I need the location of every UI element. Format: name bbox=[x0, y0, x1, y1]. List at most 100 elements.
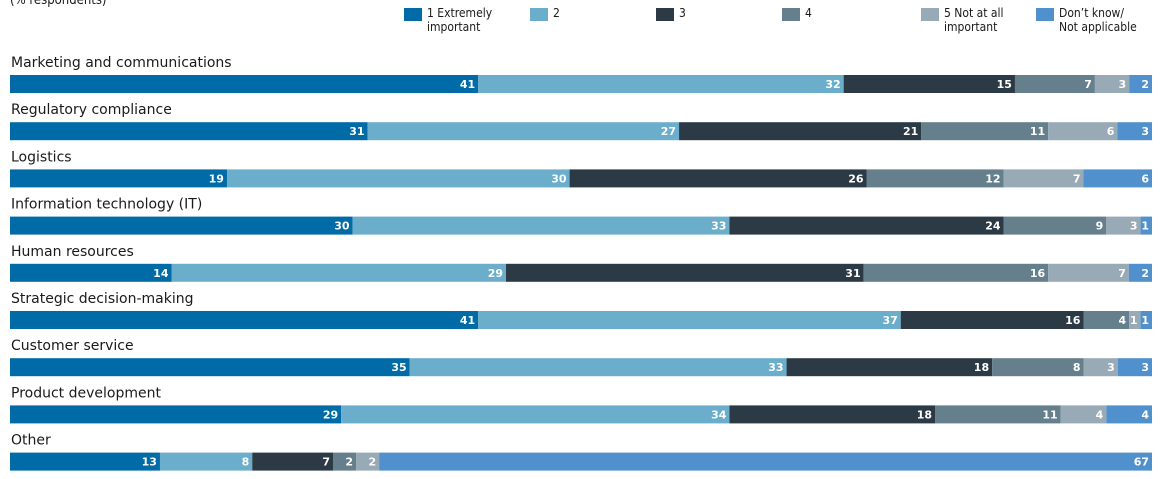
legend-label: 2 bbox=[553, 6, 560, 20]
category-label: Regulatory compliance bbox=[11, 102, 172, 118]
bar-segment bbox=[332, 452, 357, 471]
bar-segment bbox=[843, 75, 1015, 93]
chart-legend: 1 Extremely important 2 3 4 5 Not at all imp… bbox=[0, 6, 1162, 46]
legend-item: 1 Extremely important bbox=[404, 6, 492, 34]
bar-segment bbox=[1140, 311, 1152, 329]
bar-segment bbox=[367, 122, 680, 141]
chart-subtitle: (% respondents) bbox=[10, 0, 107, 8]
legend-swatch bbox=[530, 8, 548, 21]
value-label: 11 bbox=[1042, 408, 1057, 421]
bar-segment bbox=[10, 358, 410, 377]
value-label: 15 bbox=[997, 78, 1012, 91]
bar-segment bbox=[1117, 358, 1152, 377]
legend-item: Don’t know/ Not applicable bbox=[1036, 6, 1137, 34]
legend-label: Don’t know/ Not applicable bbox=[1059, 6, 1137, 34]
bar-segment bbox=[1003, 216, 1107, 235]
value-label: 7 bbox=[1084, 78, 1092, 91]
bar-segment bbox=[729, 216, 1004, 235]
bar-segment bbox=[171, 263, 507, 282]
bar-segment bbox=[863, 263, 1049, 282]
bar-segment bbox=[1048, 263, 1129, 282]
category-label: Customer service bbox=[11, 338, 134, 354]
bar-segment bbox=[921, 122, 1049, 141]
value-label: 8 bbox=[242, 456, 250, 469]
bar-segment bbox=[1003, 169, 1084, 188]
value-label: 21 bbox=[903, 125, 918, 138]
bar-segment bbox=[409, 358, 787, 377]
bar-segment bbox=[10, 405, 342, 424]
category-label: Logistics bbox=[11, 149, 72, 165]
value-label: 18 bbox=[917, 408, 932, 421]
bar-segment bbox=[1048, 122, 1118, 141]
value-label: 37 bbox=[882, 314, 897, 327]
bar-segment bbox=[1106, 216, 1141, 235]
value-label: 16 bbox=[1030, 267, 1046, 280]
value-label: 12 bbox=[985, 172, 1000, 185]
bar-segment bbox=[1129, 75, 1152, 93]
legend-item: 5 Not at all important bbox=[921, 6, 1004, 34]
value-label: 8 bbox=[1073, 361, 1081, 374]
bar-segment bbox=[10, 75, 479, 93]
value-label: 67 bbox=[1134, 456, 1149, 469]
legend-swatch bbox=[921, 8, 939, 21]
bar-segment bbox=[159, 452, 253, 471]
bar-segment bbox=[1060, 405, 1107, 424]
value-label: 41 bbox=[460, 314, 475, 327]
bar-segment bbox=[569, 169, 867, 188]
legend-swatch bbox=[1036, 8, 1054, 21]
value-label: 4 bbox=[1096, 408, 1104, 421]
value-label: 13 bbox=[142, 456, 157, 469]
value-label: 18 bbox=[974, 361, 989, 374]
legend-swatch bbox=[404, 8, 422, 21]
bar-segment bbox=[10, 452, 160, 471]
legend-label: 3 bbox=[679, 6, 686, 20]
category-label: Product development bbox=[11, 385, 161, 401]
value-label: 6 bbox=[1141, 172, 1149, 185]
value-label: 41 bbox=[460, 78, 475, 91]
bar-segment bbox=[1106, 405, 1152, 424]
bar-segment bbox=[10, 216, 353, 235]
value-label: 3 bbox=[1107, 361, 1115, 374]
bar-segment bbox=[1129, 311, 1141, 329]
value-label: 26 bbox=[848, 172, 864, 185]
value-label: 35 bbox=[391, 361, 406, 374]
bar-segment bbox=[226, 169, 570, 188]
category-label: Information technology (IT) bbox=[11, 197, 202, 213]
legend-label: 5 Not at all important bbox=[944, 6, 1004, 34]
value-label: 4 bbox=[1119, 314, 1127, 327]
value-label: 2 bbox=[1141, 78, 1149, 91]
legend-item: 4 bbox=[782, 6, 812, 21]
bar-segment bbox=[1083, 358, 1118, 377]
legend-swatch bbox=[656, 8, 674, 21]
bar-segment bbox=[900, 311, 1084, 329]
bar-segment bbox=[1014, 75, 1095, 93]
legend-label: 1 Extremely important bbox=[427, 6, 493, 34]
value-label: 6 bbox=[1107, 125, 1115, 138]
bar-segment bbox=[10, 311, 479, 329]
category-label: Strategic decision-making bbox=[11, 291, 193, 307]
bar-segment bbox=[1128, 263, 1152, 282]
bar-segment bbox=[352, 216, 730, 235]
value-label: 9 bbox=[1096, 220, 1104, 233]
value-label: 1 bbox=[1141, 314, 1149, 327]
category-label: Other bbox=[11, 433, 51, 449]
bar-segment bbox=[506, 263, 864, 282]
value-label: 16 bbox=[1065, 314, 1081, 327]
value-label: 7 bbox=[322, 456, 330, 469]
bar-segment bbox=[1083, 311, 1130, 329]
bar-segment bbox=[992, 358, 1084, 377]
bar-segment bbox=[356, 452, 380, 471]
value-label: 3 bbox=[1141, 361, 1149, 374]
category-label: Human resources bbox=[11, 244, 134, 260]
bar-segment bbox=[1083, 169, 1152, 188]
bar-segment bbox=[1094, 75, 1130, 93]
value-label: 2 bbox=[1141, 267, 1149, 280]
bar-segment bbox=[935, 405, 1061, 424]
value-label: 2 bbox=[368, 456, 376, 469]
value-label: 27 bbox=[661, 125, 676, 138]
bar-segment bbox=[10, 169, 227, 188]
bar-segment bbox=[1140, 216, 1152, 235]
value-label: 24 bbox=[985, 220, 1001, 233]
legend-label: 4 bbox=[805, 6, 812, 20]
